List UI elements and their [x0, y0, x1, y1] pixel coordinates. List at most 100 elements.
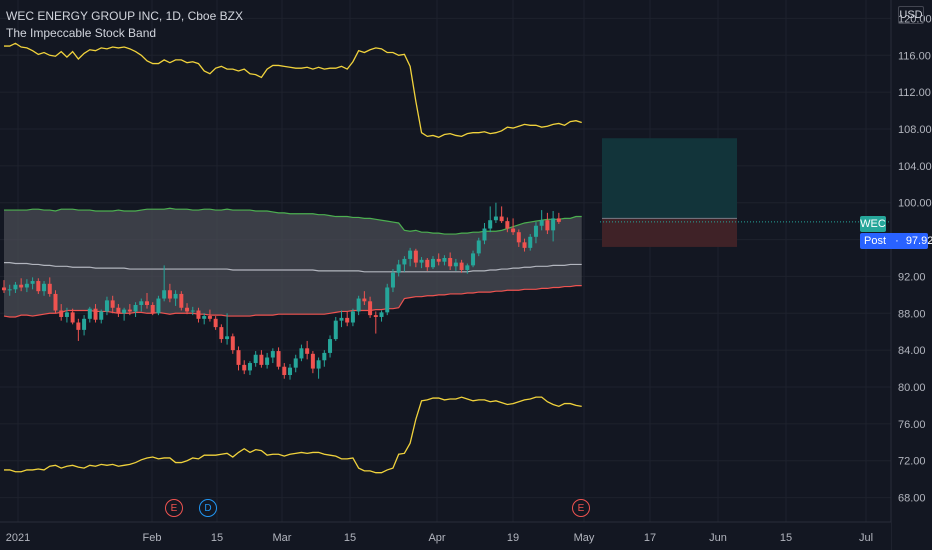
candle-body — [333, 320, 338, 340]
outer-upper-line — [4, 42, 582, 138]
candle-body — [110, 300, 115, 308]
y-tick-label: 80.00 — [898, 382, 926, 394]
candle-body — [247, 363, 252, 371]
candle-body — [442, 258, 447, 262]
candle-body — [179, 293, 184, 308]
profit-zone — [602, 138, 737, 219]
candle-body — [528, 236, 533, 248]
candle-body — [242, 364, 247, 371]
candle-body — [522, 242, 527, 248]
candle-body — [396, 264, 401, 273]
candle-body — [465, 265, 470, 270]
candle-body — [459, 262, 464, 270]
candle-body — [270, 351, 275, 358]
price-axis: 120.00116.00112.00108.00104.00100.0096.0… — [890, 0, 932, 550]
candle-body — [419, 259, 424, 263]
earnings-event-marker[interactable]: E — [165, 499, 183, 517]
candle-body — [413, 250, 418, 263]
price-axis-bg — [891, 0, 932, 550]
candle-body — [116, 307, 121, 314]
candle-body — [276, 351, 281, 367]
x-tick-label: 15 — [211, 532, 223, 544]
candle-body — [539, 220, 544, 226]
candle-body — [36, 281, 41, 292]
y-tick-label: 76.00 — [898, 419, 926, 431]
candle-body — [310, 353, 315, 369]
candle-body — [167, 290, 172, 299]
x-tick-label: 15 — [344, 532, 356, 544]
band-layer — [3, 42, 582, 474]
candle-body — [511, 228, 516, 233]
candle-body — [53, 293, 58, 311]
candle-body — [64, 312, 69, 317]
y-tick-label: 92.00 — [898, 271, 926, 283]
candle-body — [185, 307, 190, 312]
x-tick-label: May — [574, 532, 595, 544]
candle-body — [173, 293, 178, 299]
dividend-event-marker[interactable]: D — [199, 499, 217, 517]
post-price-tag: Post · 97.92 — [860, 233, 932, 249]
x-tick-label: 19 — [507, 532, 519, 544]
candle-body — [253, 354, 258, 364]
candle-body — [482, 228, 487, 241]
candle-body — [13, 284, 18, 290]
earnings-event-marker[interactable]: E — [572, 499, 590, 517]
candle-body — [30, 281, 35, 284]
y-tick-label: 68.00 — [898, 493, 926, 505]
candle-body — [339, 317, 344, 321]
candle-body — [59, 310, 64, 317]
candle-body — [7, 289, 12, 291]
currency-button[interactable]: USD — [898, 6, 924, 24]
symbol-price-tag: WEC — [860, 216, 886, 232]
outer-lower-line — [4, 396, 582, 474]
candle-body — [316, 360, 321, 369]
candle-body — [368, 301, 373, 316]
x-tick-label: 2021 — [6, 532, 30, 544]
y-tick-label: 84.00 — [898, 345, 926, 357]
candle-body — [150, 304, 155, 314]
candle-body — [2, 287, 6, 291]
candle-body — [219, 327, 224, 340]
candle-body — [70, 312, 75, 323]
candle-body — [345, 317, 350, 323]
candle-body — [476, 240, 481, 254]
candle-body — [265, 357, 270, 365]
position-tool — [600, 138, 891, 247]
candle-body — [408, 250, 413, 259]
candle-body — [328, 339, 333, 353]
middle-band-line — [4, 262, 582, 273]
time-axis-bg — [0, 522, 891, 550]
candle-body — [76, 322, 81, 330]
post-value: 97.92 — [905, 235, 932, 247]
y-tick-label: 108.00 — [898, 124, 932, 136]
candle-body — [42, 283, 47, 292]
y-tick-label: 116.00 — [898, 50, 931, 62]
candle-body — [305, 348, 310, 354]
candle-body — [82, 318, 87, 330]
candle-body — [493, 216, 498, 221]
candle-body — [350, 311, 355, 323]
candle-body — [390, 272, 395, 288]
time-axis: 2021 Feb 15 Mar 15 Apr 19 May 17 Jun 15 Jul — [0, 521, 891, 550]
candle-body — [453, 262, 458, 267]
candle-body — [499, 216, 504, 222]
candle-body — [190, 310, 195, 312]
candle-body — [556, 218, 561, 222]
candle-body — [93, 308, 98, 320]
candle-body — [259, 354, 264, 365]
candle-body — [288, 367, 292, 376]
post-label: Post — [864, 235, 887, 247]
candle-body — [516, 232, 521, 243]
candle-body — [156, 298, 161, 314]
indicator-title: The Impeccable Stock Band — [6, 26, 157, 40]
candle-body — [299, 348, 304, 359]
candle-body — [425, 259, 430, 268]
y-tick-label: 88.00 — [898, 308, 926, 320]
candle-body — [282, 366, 287, 376]
candle-body — [551, 218, 556, 231]
candle-body — [402, 258, 407, 265]
candle-body — [431, 258, 435, 268]
x-tick-label: 15 — [780, 532, 792, 544]
candle-body — [87, 308, 92, 319]
